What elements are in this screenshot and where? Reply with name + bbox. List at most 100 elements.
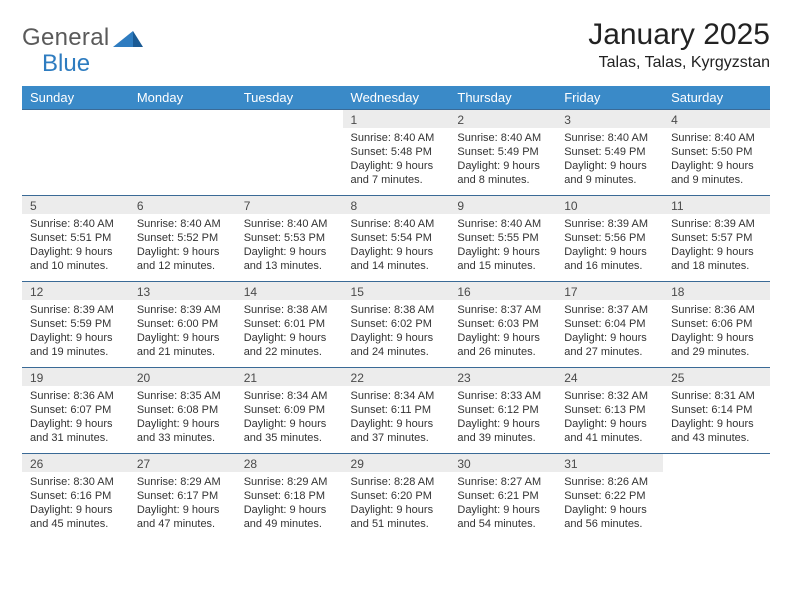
day-number: 10 (556, 196, 663, 214)
brand-logo: General (22, 24, 143, 52)
sunrise-line: Sunrise: 8:31 AM (671, 389, 762, 403)
sunrise-line: Sunrise: 8:40 AM (30, 217, 121, 231)
calendar-day-cell: 30Sunrise: 8:27 AMSunset: 6:21 PMDayligh… (449, 454, 556, 540)
day-number: 6 (129, 196, 236, 214)
calendar-day-cell: 16Sunrise: 8:37 AMSunset: 6:03 PMDayligh… (449, 282, 556, 368)
calendar-day-cell: 31Sunrise: 8:26 AMSunset: 6:22 PMDayligh… (556, 454, 663, 540)
day-details: Sunrise: 8:40 AMSunset: 5:52 PMDaylight:… (129, 214, 236, 277)
day-details: Sunrise: 8:39 AMSunset: 5:56 PMDaylight:… (556, 214, 663, 277)
day-details: Sunrise: 8:36 AMSunset: 6:06 PMDaylight:… (663, 300, 770, 363)
day-details: Sunrise: 8:39 AMSunset: 6:00 PMDaylight:… (129, 300, 236, 363)
day-number: 19 (22, 368, 129, 386)
daylight-line: Daylight: 9 hours and 8 minutes. (457, 159, 548, 187)
sunrise-line: Sunrise: 8:33 AM (457, 389, 548, 403)
calendar-body: 1Sunrise: 8:40 AMSunset: 5:48 PMDaylight… (22, 110, 770, 540)
weekday-header: Tuesday (236, 86, 343, 110)
sunset-line: Sunset: 6:07 PM (30, 403, 121, 417)
sunset-line: Sunset: 6:08 PM (137, 403, 228, 417)
day-number: 21 (236, 368, 343, 386)
daylight-line: Daylight: 9 hours and 9 minutes. (564, 159, 655, 187)
brand-word-2: Blue (42, 50, 90, 78)
calendar-day-cell: 14Sunrise: 8:38 AMSunset: 6:01 PMDayligh… (236, 282, 343, 368)
brand-word-1: General (22, 24, 109, 52)
day-details: Sunrise: 8:38 AMSunset: 6:01 PMDaylight:… (236, 300, 343, 363)
daylight-line: Daylight: 9 hours and 9 minutes. (671, 159, 762, 187)
sunset-line: Sunset: 5:56 PM (564, 231, 655, 245)
sunset-line: Sunset: 6:00 PM (137, 317, 228, 331)
daylight-line: Daylight: 9 hours and 15 minutes. (457, 245, 548, 273)
sunrise-line: Sunrise: 8:40 AM (351, 217, 442, 231)
calendar-table: SundayMondayTuesdayWednesdayThursdayFrid… (22, 86, 770, 540)
daylight-line: Daylight: 9 hours and 24 minutes. (351, 331, 442, 359)
daylight-line: Daylight: 9 hours and 51 minutes. (351, 503, 442, 531)
day-details: Sunrise: 8:39 AMSunset: 5:57 PMDaylight:… (663, 214, 770, 277)
daylight-line: Daylight: 9 hours and 27 minutes. (564, 331, 655, 359)
calendar-day-cell: 13Sunrise: 8:39 AMSunset: 6:00 PMDayligh… (129, 282, 236, 368)
weekday-header: Sunday (22, 86, 129, 110)
calendar-day-cell: 9Sunrise: 8:40 AMSunset: 5:55 PMDaylight… (449, 196, 556, 282)
sunrise-line: Sunrise: 8:39 AM (671, 217, 762, 231)
day-number: 17 (556, 282, 663, 300)
sunrise-line: Sunrise: 8:29 AM (137, 475, 228, 489)
day-details: Sunrise: 8:31 AMSunset: 6:14 PMDaylight:… (663, 386, 770, 449)
day-details: Sunrise: 8:28 AMSunset: 6:20 PMDaylight:… (343, 472, 450, 535)
daylight-line: Daylight: 9 hours and 29 minutes. (671, 331, 762, 359)
sunset-line: Sunset: 5:48 PM (351, 145, 442, 159)
sunrise-line: Sunrise: 8:36 AM (671, 303, 762, 317)
calendar-week-row: 5Sunrise: 8:40 AMSunset: 5:51 PMDaylight… (22, 196, 770, 282)
calendar-empty-cell (129, 110, 236, 196)
sunset-line: Sunset: 5:50 PM (671, 145, 762, 159)
day-number: 13 (129, 282, 236, 300)
calendar-day-cell: 12Sunrise: 8:39 AMSunset: 5:59 PMDayligh… (22, 282, 129, 368)
daylight-line: Daylight: 9 hours and 45 minutes. (30, 503, 121, 531)
calendar-day-cell: 15Sunrise: 8:38 AMSunset: 6:02 PMDayligh… (343, 282, 450, 368)
day-details: Sunrise: 8:34 AMSunset: 6:09 PMDaylight:… (236, 386, 343, 449)
sunrise-line: Sunrise: 8:40 AM (457, 217, 548, 231)
calendar-day-cell: 2Sunrise: 8:40 AMSunset: 5:49 PMDaylight… (449, 110, 556, 196)
day-details: Sunrise: 8:32 AMSunset: 6:13 PMDaylight:… (556, 386, 663, 449)
day-number: 23 (449, 368, 556, 386)
sunset-line: Sunset: 6:12 PM (457, 403, 548, 417)
calendar-week-row: 26Sunrise: 8:30 AMSunset: 6:16 PMDayligh… (22, 454, 770, 540)
calendar-day-cell: 21Sunrise: 8:34 AMSunset: 6:09 PMDayligh… (236, 368, 343, 454)
day-number: 31 (556, 454, 663, 472)
day-number: 8 (343, 196, 450, 214)
daylight-line: Daylight: 9 hours and 49 minutes. (244, 503, 335, 531)
day-number: 4 (663, 110, 770, 128)
calendar-header-row: SundayMondayTuesdayWednesdayThursdayFrid… (22, 86, 770, 110)
title-block: January 2025 Talas, Talas, Kyrgyzstan (588, 18, 770, 72)
calendar-day-cell: 23Sunrise: 8:33 AMSunset: 6:12 PMDayligh… (449, 368, 556, 454)
header: General January 2025 Talas, Talas, Kyrgy… (22, 18, 770, 72)
sunrise-line: Sunrise: 8:40 AM (564, 131, 655, 145)
day-details: Sunrise: 8:29 AMSunset: 6:17 PMDaylight:… (129, 472, 236, 535)
sunset-line: Sunset: 5:51 PM (30, 231, 121, 245)
day-number: 22 (343, 368, 450, 386)
day-number: 5 (22, 196, 129, 214)
calendar-day-cell: 11Sunrise: 8:39 AMSunset: 5:57 PMDayligh… (663, 196, 770, 282)
calendar-day-cell: 18Sunrise: 8:36 AMSunset: 6:06 PMDayligh… (663, 282, 770, 368)
daylight-line: Daylight: 9 hours and 13 minutes. (244, 245, 335, 273)
sunrise-line: Sunrise: 8:32 AM (564, 389, 655, 403)
weekday-header: Monday (129, 86, 236, 110)
weekday-header: Friday (556, 86, 663, 110)
calendar-day-cell: 10Sunrise: 8:39 AMSunset: 5:56 PMDayligh… (556, 196, 663, 282)
sunrise-line: Sunrise: 8:28 AM (351, 475, 442, 489)
sunset-line: Sunset: 6:20 PM (351, 489, 442, 503)
sunset-line: Sunset: 5:55 PM (457, 231, 548, 245)
day-details: Sunrise: 8:35 AMSunset: 6:08 PMDaylight:… (129, 386, 236, 449)
day-number-empty (22, 110, 129, 128)
calendar-day-cell: 27Sunrise: 8:29 AMSunset: 6:17 PMDayligh… (129, 454, 236, 540)
day-number: 18 (663, 282, 770, 300)
day-details: Sunrise: 8:37 AMSunset: 6:04 PMDaylight:… (556, 300, 663, 363)
day-details: Sunrise: 8:37 AMSunset: 6:03 PMDaylight:… (449, 300, 556, 363)
location-subtitle: Talas, Talas, Kyrgyzstan (588, 54, 770, 72)
sunset-line: Sunset: 5:53 PM (244, 231, 335, 245)
day-details: Sunrise: 8:40 AMSunset: 5:51 PMDaylight:… (22, 214, 129, 277)
day-details: Sunrise: 8:38 AMSunset: 6:02 PMDaylight:… (343, 300, 450, 363)
calendar-week-row: 1Sunrise: 8:40 AMSunset: 5:48 PMDaylight… (22, 110, 770, 196)
sunrise-line: Sunrise: 8:40 AM (457, 131, 548, 145)
calendar-day-cell: 6Sunrise: 8:40 AMSunset: 5:52 PMDaylight… (129, 196, 236, 282)
day-number: 15 (343, 282, 450, 300)
day-details: Sunrise: 8:40 AMSunset: 5:49 PMDaylight:… (556, 128, 663, 191)
sunset-line: Sunset: 6:06 PM (671, 317, 762, 331)
